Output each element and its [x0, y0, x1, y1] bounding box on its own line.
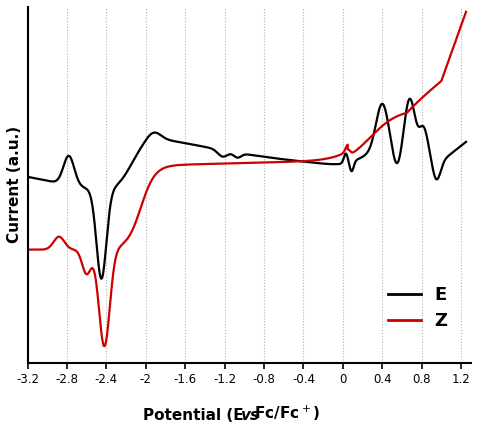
Z — [193, 162, 199, 167]
Z — [101, 343, 106, 348]
Text: vs: vs — [240, 408, 259, 423]
Z — [408, 107, 413, 112]
E — [463, 139, 469, 144]
E — [212, 148, 217, 153]
E — [24, 174, 30, 179]
E — [455, 146, 460, 151]
Text: Fc/Fc$^+$): Fc/Fc$^+$) — [249, 404, 320, 423]
Y-axis label: Current (a.u.): Current (a.u.) — [7, 126, 22, 244]
Z — [102, 343, 107, 349]
Line: E: E — [27, 98, 466, 279]
E — [407, 96, 413, 101]
E — [99, 276, 104, 281]
Z — [75, 250, 80, 255]
E — [408, 96, 413, 102]
Z — [24, 247, 30, 252]
Z — [455, 33, 460, 38]
Z — [212, 161, 217, 166]
Legend: E, Z: E, Z — [381, 279, 454, 337]
Z — [463, 9, 469, 14]
Line: Z: Z — [27, 12, 466, 346]
E — [193, 143, 199, 148]
E — [101, 267, 106, 272]
Text: Potential (E: Potential (E — [143, 408, 249, 423]
E — [75, 176, 80, 181]
